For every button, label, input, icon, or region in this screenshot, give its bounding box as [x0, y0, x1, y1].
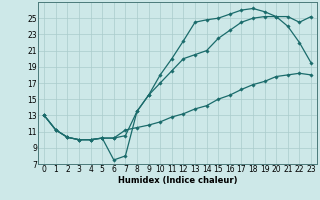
X-axis label: Humidex (Indice chaleur): Humidex (Indice chaleur): [118, 176, 237, 185]
